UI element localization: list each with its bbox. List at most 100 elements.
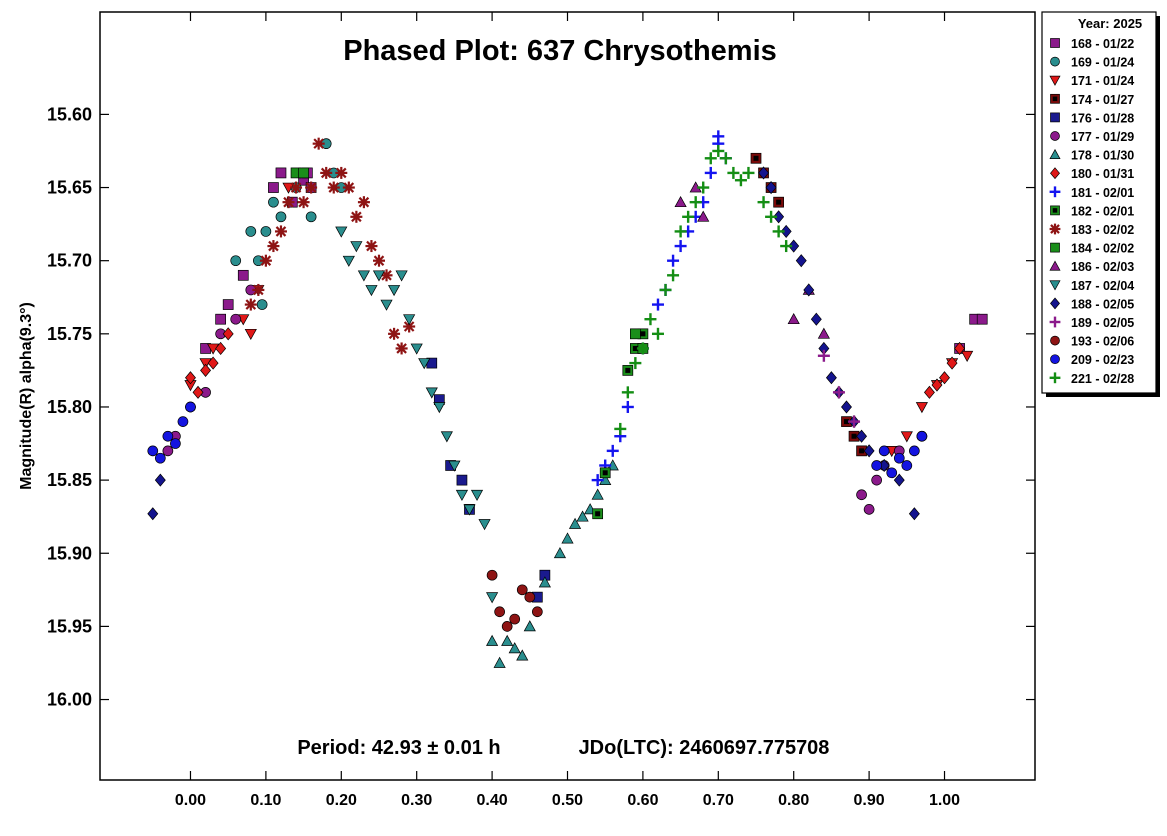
data-point <box>425 387 438 399</box>
legend-marker <box>1049 316 1061 328</box>
data-point <box>230 255 242 267</box>
data-point <box>237 269 249 281</box>
series-221 <box>614 144 793 435</box>
data-point <box>863 444 875 458</box>
data-point <box>342 181 355 194</box>
legend-marker <box>1050 205 1060 216</box>
data-point <box>773 196 784 208</box>
data-point <box>305 211 317 223</box>
y-tick-label: 15.80 <box>47 397 92 417</box>
data-point <box>508 642 521 654</box>
data-point <box>817 327 830 339</box>
series-189 <box>817 349 861 428</box>
y-tick-label: 15.95 <box>47 616 92 636</box>
x-tick-label: 0.00 <box>175 792 206 809</box>
x-tick-label: 0.50 <box>552 792 583 809</box>
legend-item: 178 - 01/30 <box>1049 148 1134 163</box>
legend-marker <box>1049 280 1061 291</box>
data-point <box>244 328 257 341</box>
data-point <box>719 152 732 165</box>
data-point <box>372 270 386 282</box>
data-point <box>245 226 257 237</box>
legend-item: 221 - 02/28 <box>1049 372 1134 386</box>
legend-marker <box>1050 167 1060 180</box>
data-point <box>297 196 310 209</box>
data-point <box>636 342 649 355</box>
data-point <box>170 438 181 449</box>
data-point <box>674 240 687 253</box>
data-point <box>185 401 196 413</box>
data-point <box>268 196 279 208</box>
data-point <box>630 328 641 340</box>
legend-box <box>1041 11 1157 394</box>
data-point <box>591 488 604 500</box>
series-188 <box>147 166 920 521</box>
data-point <box>863 504 875 515</box>
data-point <box>456 474 468 486</box>
data-point <box>765 180 777 195</box>
data-point <box>538 576 551 588</box>
data-point <box>531 606 543 618</box>
series-209 <box>147 401 928 479</box>
data-point <box>908 507 920 521</box>
data-point <box>704 166 717 179</box>
series-193 <box>486 569 543 632</box>
legend-item: 177 - 01/29 <box>1050 130 1134 144</box>
data-point <box>576 510 589 522</box>
data-point <box>335 226 348 238</box>
data-point <box>365 240 378 253</box>
data-point <box>712 144 725 157</box>
x-tick-label: 1.00 <box>929 792 960 809</box>
legend-marker <box>1050 38 1060 48</box>
data-point <box>553 547 567 559</box>
legend-marker <box>1050 56 1060 67</box>
series-182 <box>592 328 649 520</box>
data-point <box>758 166 770 180</box>
data-point <box>410 343 423 355</box>
data-point <box>909 445 920 457</box>
period-label: Period: 42.93 ± 0.01 h <box>297 737 500 759</box>
legend-label: 174 - 01/27 <box>1071 93 1134 107</box>
data-point <box>750 152 762 164</box>
legend-item: 182 - 02/01 <box>1050 204 1134 218</box>
x-tick-label: 0.70 <box>703 792 734 809</box>
y-tick-label: 15.90 <box>47 543 92 563</box>
data-point <box>599 467 611 479</box>
data-point <box>433 402 446 414</box>
data-point <box>900 431 913 443</box>
data-point <box>712 130 725 143</box>
data-point <box>939 371 950 385</box>
data-point <box>478 519 491 531</box>
data-point <box>256 299 268 310</box>
legend-label: 168 - 01/22 <box>1071 37 1134 51</box>
data-point <box>795 254 807 268</box>
data-point <box>403 314 416 326</box>
legend-label: 188 - 02/05 <box>1071 297 1134 311</box>
data-point <box>494 606 505 618</box>
data-point <box>704 152 717 165</box>
legend-label: 189 - 02/05 <box>1071 316 1134 330</box>
legend-label: 193 - 02/06 <box>1071 335 1134 349</box>
legend-marker <box>1050 354 1060 365</box>
data-point <box>147 507 159 521</box>
legend-item: 184 - 02/02 <box>1050 242 1134 256</box>
data-point <box>931 378 943 392</box>
x-tick-label: 0.80 <box>778 792 809 809</box>
data-point <box>524 591 536 603</box>
data-point <box>848 415 861 428</box>
series-187 <box>335 226 499 604</box>
data-point <box>946 356 958 370</box>
x-tick-label: 0.30 <box>401 792 432 809</box>
y-tick-label: 15.75 <box>47 324 92 344</box>
data-point <box>614 422 627 435</box>
data-point <box>644 313 657 326</box>
legend-marker <box>1049 372 1061 384</box>
legend-marker <box>1049 148 1061 159</box>
data-point <box>380 299 393 311</box>
y-axis-label: Magnitude(R) alpha(9.3°) <box>18 302 35 490</box>
data-point <box>871 460 883 471</box>
legend-label: 180 - 01/31 <box>1071 167 1134 181</box>
legend-label: 182 - 02/01 <box>1071 204 1134 218</box>
data-point <box>825 371 837 385</box>
